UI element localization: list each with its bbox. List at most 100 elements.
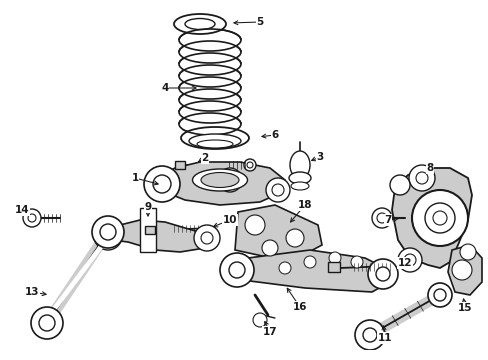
Ellipse shape [288, 172, 310, 184]
Circle shape [459, 244, 475, 260]
Circle shape [304, 256, 315, 268]
Polygon shape [175, 88, 244, 94]
Circle shape [367, 259, 397, 289]
Text: 18: 18 [297, 200, 312, 210]
Circle shape [224, 174, 236, 186]
Circle shape [415, 172, 427, 184]
Text: 1: 1 [131, 173, 138, 183]
Circle shape [39, 315, 55, 331]
Text: 10: 10 [223, 215, 237, 225]
Circle shape [244, 215, 264, 235]
Circle shape [279, 262, 290, 274]
Circle shape [408, 165, 434, 191]
Text: 9: 9 [144, 202, 151, 212]
Text: 8: 8 [426, 163, 433, 173]
Circle shape [262, 240, 278, 256]
Circle shape [220, 253, 253, 287]
Circle shape [265, 178, 289, 202]
Circle shape [376, 213, 386, 223]
Text: 7: 7 [384, 215, 391, 225]
Circle shape [28, 214, 36, 222]
Ellipse shape [179, 77, 241, 99]
Polygon shape [140, 208, 156, 252]
Polygon shape [175, 161, 184, 169]
Circle shape [403, 254, 415, 266]
Text: 4: 4 [161, 83, 168, 93]
Circle shape [285, 229, 304, 247]
Circle shape [31, 307, 63, 339]
Polygon shape [175, 100, 244, 106]
Ellipse shape [201, 172, 239, 188]
Ellipse shape [179, 29, 241, 51]
Ellipse shape [181, 127, 248, 149]
Ellipse shape [179, 41, 241, 63]
Text: 16: 16 [292, 302, 306, 312]
Ellipse shape [179, 53, 241, 75]
Text: 15: 15 [457, 303, 471, 313]
Ellipse shape [179, 113, 241, 135]
Polygon shape [327, 262, 339, 272]
Circle shape [451, 260, 471, 280]
Ellipse shape [197, 140, 232, 148]
Ellipse shape [246, 162, 252, 168]
Circle shape [228, 262, 244, 278]
Circle shape [271, 184, 284, 196]
Circle shape [432, 211, 446, 225]
Ellipse shape [184, 18, 215, 30]
Circle shape [143, 166, 180, 202]
Ellipse shape [179, 101, 241, 123]
Circle shape [101, 229, 115, 243]
Circle shape [397, 248, 421, 272]
Text: 3: 3 [316, 152, 323, 162]
Polygon shape [227, 250, 389, 292]
Polygon shape [175, 64, 244, 70]
Text: 2: 2 [201, 153, 208, 163]
Ellipse shape [174, 14, 225, 34]
Text: 17: 17 [262, 327, 277, 337]
Circle shape [23, 209, 41, 227]
Circle shape [371, 208, 391, 228]
Circle shape [375, 267, 389, 281]
Polygon shape [235, 205, 321, 262]
Polygon shape [175, 112, 244, 118]
Polygon shape [175, 76, 244, 82]
Circle shape [92, 216, 124, 248]
Polygon shape [175, 52, 244, 58]
Polygon shape [108, 220, 209, 252]
Polygon shape [145, 226, 155, 234]
Text: 14: 14 [15, 205, 29, 215]
Polygon shape [175, 40, 244, 46]
Polygon shape [175, 124, 244, 130]
Ellipse shape [179, 65, 241, 87]
Circle shape [362, 328, 376, 342]
Circle shape [433, 289, 445, 301]
Circle shape [328, 252, 340, 264]
Circle shape [424, 203, 454, 233]
Circle shape [100, 224, 116, 240]
Polygon shape [150, 162, 285, 205]
Polygon shape [391, 168, 471, 268]
Circle shape [427, 283, 451, 307]
Text: 12: 12 [397, 258, 411, 268]
Ellipse shape [179, 89, 241, 111]
Circle shape [153, 175, 171, 193]
Ellipse shape [244, 159, 256, 171]
Circle shape [218, 168, 242, 192]
Circle shape [201, 232, 213, 244]
Text: 6: 6 [271, 130, 278, 140]
Text: 5: 5 [256, 17, 263, 27]
Circle shape [252, 313, 266, 327]
Ellipse shape [192, 169, 247, 191]
Ellipse shape [189, 134, 241, 148]
Text: 13: 13 [25, 287, 39, 297]
Text: 11: 11 [377, 333, 391, 343]
Circle shape [354, 320, 384, 350]
Circle shape [389, 175, 409, 195]
Ellipse shape [290, 182, 308, 190]
Circle shape [94, 222, 122, 250]
Circle shape [411, 190, 467, 246]
Ellipse shape [289, 151, 309, 179]
Circle shape [194, 225, 220, 251]
Polygon shape [447, 245, 481, 295]
Circle shape [350, 256, 362, 268]
